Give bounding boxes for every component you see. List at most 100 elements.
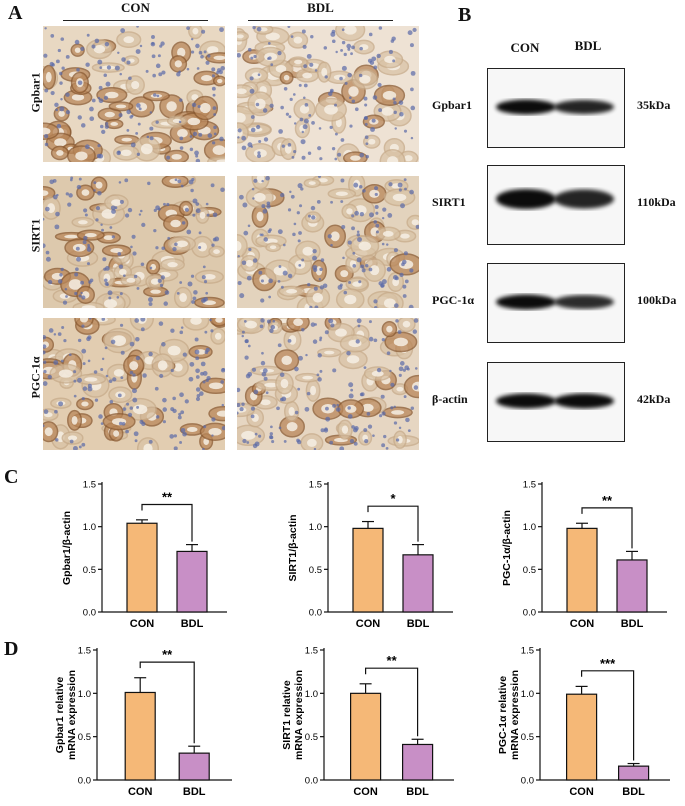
- chart-ylabel: SIRT1 relative: [282, 680, 293, 750]
- chart-x-tick-label: BDL: [181, 618, 204, 630]
- chart-y-tick-label: 1.5: [521, 646, 534, 657]
- chart-x-tick-label: CON: [128, 786, 153, 798]
- chart-significance-bracket: [139, 661, 195, 744]
- chart-x-tick-label: BDL: [622, 786, 645, 798]
- blot-kda-label: 100kDa: [637, 293, 677, 307]
- chart-x-tick-label: BDL: [621, 618, 644, 630]
- chart-significance-label: ***: [600, 656, 616, 671]
- chart-y-tick-label: 1.0: [305, 689, 318, 700]
- chart-y-tick-label: 0.5: [523, 565, 536, 576]
- chart-y-tick-label: 1.0: [83, 522, 96, 533]
- chart-y-tick-label: 1.0: [523, 522, 536, 533]
- chart-bar-bdl: [616, 559, 648, 613]
- chart-significance-label: **: [162, 647, 173, 662]
- blot-label: β-actin: [432, 392, 468, 406]
- blot-band-bdl: [554, 393, 614, 409]
- ihc-row-label-pgc1a: PGC-1α: [28, 356, 43, 399]
- ihc-row-label-sirt1: SIRT1: [28, 218, 43, 253]
- chart-significance-bracket: [580, 670, 635, 761]
- chart-ylabel: Gpbar1 relative: [55, 677, 66, 754]
- chart-y-tick-label: 1.5: [309, 480, 322, 491]
- chart-y-tick-label: 0.0: [83, 608, 96, 619]
- chart-x-tick-label: CON: [353, 786, 378, 798]
- panel-letter-c: C: [4, 466, 19, 488]
- bar-chart-3: PGC-1α/β-actin 0.0 0.5 1.0 1.5 CON BDL **: [501, 480, 667, 630]
- blot-image: [487, 362, 625, 442]
- chart-ylabel: Gpbar1/β-actin: [61, 511, 73, 585]
- blot-band-bdl: [554, 295, 614, 309]
- panel-letter-d: D: [4, 638, 19, 660]
- chart-y-tick-label: 1.0: [309, 522, 322, 533]
- chart-x-tick-label: CON: [130, 618, 155, 630]
- chart-y-tick-label: 1.5: [305, 646, 318, 657]
- chart-y-tick-label: 0.0: [521, 776, 534, 787]
- chart-y-tick-label: 1.0: [78, 689, 91, 700]
- blot-band-bdl: [554, 99, 614, 115]
- blot-column-header-bdl: BDL: [574, 38, 602, 53]
- ihc-image-gpbar1-con: [43, 26, 225, 162]
- chart-significance-label: **: [387, 653, 398, 668]
- ihc-column-header-con: CON: [121, 0, 150, 15]
- ihc-row-label-gpbar1: Gpbar1: [28, 72, 43, 113]
- ihc-column-rule-bdl: [248, 20, 393, 21]
- blot-image: [487, 68, 625, 148]
- blot-band-con: [496, 99, 556, 115]
- blot-kda-label: 35kDa: [637, 98, 671, 112]
- chart-ylabel: PGC-1α/β-actin: [501, 510, 513, 586]
- chart-y-tick-label: 0.5: [78, 732, 91, 743]
- bar-chart-6: PGC-1α relative mRNA expression 0.0 0.5 1.0 1…: [498, 646, 670, 798]
- blot-band-con: [496, 393, 556, 409]
- bar-chart-4: Gpbar1 relative mRNA expression 0.0 0.5 1.0 1…: [55, 646, 232, 798]
- chart-bar-con: [352, 527, 384, 613]
- chart-y-tick-label: 0.5: [309, 565, 322, 576]
- ihc-column-rule-con: [63, 20, 208, 21]
- chart-significance-label: *: [390, 491, 396, 506]
- chart-bar-bdl: [401, 743, 434, 781]
- ihc-column-header-bdl: BDL: [307, 0, 334, 15]
- chart-y-tick-label: 0.5: [83, 565, 96, 576]
- chart-bar-bdl: [402, 554, 434, 613]
- blot-label: PGC-1α: [432, 293, 475, 307]
- chart-y-tick-label: 0.0: [305, 776, 318, 787]
- bar-chart-2: SIRT1/β-actin 0.0 0.5 1.0 1.5 CON BDL *: [287, 480, 453, 630]
- chart-bar-con: [565, 693, 598, 781]
- chart-significance-bracket: [141, 503, 193, 542]
- panel-letter-b: B: [458, 4, 472, 26]
- chart-y-tick-label: 0.5: [305, 732, 318, 743]
- chart-x-tick-label: BDL: [183, 786, 206, 798]
- chart-significance-label: **: [602, 493, 613, 508]
- chart-y-tick-label: 0.0: [309, 608, 322, 619]
- bar-chart-1: Gpbar1/β-actin 0.0 0.5 1.0 1.5 CON BDL **: [61, 480, 227, 630]
- chart-bar-bdl: [178, 752, 210, 781]
- blot-image: [487, 263, 625, 343]
- blot-band-con: [496, 294, 556, 310]
- chart-x-tick-label: CON: [356, 618, 381, 630]
- chart-ylabel: PGC-1α relative: [498, 676, 509, 754]
- chart-y-tick-label: 1.0: [521, 689, 534, 700]
- blot-image: [487, 165, 625, 245]
- ihc-image-sirt1-bdl: [237, 176, 419, 308]
- chart-ylabel: mRNA expression: [66, 670, 78, 760]
- ihc-image-gpbar1-bdl: [237, 26, 419, 162]
- chart-bar-con: [349, 692, 382, 781]
- chart-ylabel: SIRT1/β-actin: [287, 514, 299, 581]
- blot-column-header-con: CON: [510, 40, 540, 55]
- chart-y-tick-label: 0.0: [78, 776, 91, 787]
- chart-x-tick-label: CON: [569, 786, 594, 798]
- blot-band-con: [496, 189, 556, 209]
- chart-significance-bracket: [367, 505, 419, 542]
- chart-y-tick-label: 1.5: [78, 646, 91, 657]
- chart-significance-bracket: [581, 507, 633, 549]
- chart-x-tick-label: BDL: [407, 618, 430, 630]
- chart-bar-con: [126, 522, 158, 613]
- bar-chart-5: SIRT1 relative mRNA expression 0.0 0.5 1.0 1.…: [282, 646, 454, 798]
- blot-label: Gpbar1: [432, 98, 473, 112]
- blot-band-bdl: [554, 189, 614, 209]
- panel-letter-a: A: [8, 2, 23, 24]
- ihc-image-sirt1-con: [43, 176, 225, 308]
- chart-ylabel: mRNA expression: [509, 670, 521, 760]
- chart-y-tick-label: 1.5: [523, 480, 536, 491]
- chart-bar-con: [124, 691, 156, 781]
- chart-significance-label: **: [162, 489, 173, 504]
- ihc-image-pgc1a-bdl: [237, 318, 419, 450]
